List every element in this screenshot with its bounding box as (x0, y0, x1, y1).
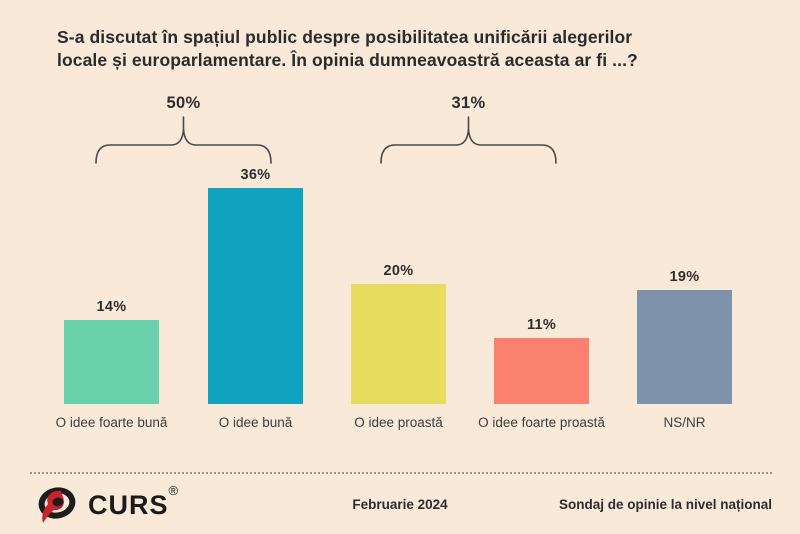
bar-column-idee-foarte-buna: 14% O idee foarte bună (56, 299, 168, 430)
bar-column-idee-foarte-proasta: 11% O idee foarte proastă (478, 317, 605, 430)
bar-value-label: 20% (383, 263, 414, 279)
bar-value-label: 19% (669, 269, 700, 285)
group-total-label: 50% (166, 94, 201, 112)
bar-value-label: 14% (96, 299, 127, 315)
bar-category-label: O idee bună (218, 415, 293, 430)
chart-title-line2: locale și europarlamentare. În opinia du… (57, 50, 638, 71)
bar-category-label: O idee proastă (354, 415, 443, 430)
bar-column-idee-proasta: 20% O idee proastă (351, 263, 446, 430)
footer-divider (30, 472, 772, 474)
footer-note: Sondaj de opinie la nivel național (558, 497, 772, 512)
curs-logo-text: CURS (88, 489, 169, 520)
group-bracket-good: 50% (95, 94, 272, 165)
curly-brace-icon (380, 116, 557, 164)
bar (637, 290, 732, 404)
footer: CURS ® Februarie 2024 Sondaj de opinie l… (0, 472, 800, 534)
curs-logo-icon (38, 487, 76, 523)
curs-logo: CURS ® (36, 483, 179, 526)
bar (208, 188, 303, 404)
footer-date: Februarie 2024 (352, 497, 448, 512)
bar-value-label: 36% (240, 167, 271, 183)
chart-title: S-a discutat în spațiul public despre po… (57, 26, 638, 73)
registered-trademark-icon: ® (168, 483, 179, 498)
bar (494, 338, 589, 404)
group-total-label: 31% (451, 94, 486, 112)
bar-column-ns-nr: 19% NS/NR (637, 269, 732, 430)
bar-value-label: 11% (526, 317, 557, 333)
group-bracket-bad: 31% (380, 94, 557, 165)
bar (351, 284, 446, 404)
bar-category-label: O idee foarte bună (55, 415, 168, 430)
bar (64, 320, 159, 404)
bar-category-label: O idee foarte proastă (478, 415, 605, 430)
bar-column-idee-buna: 36% O idee bună (208, 167, 303, 430)
bar-category-label: NS/NR (663, 415, 706, 430)
curly-brace-icon (95, 116, 272, 164)
chart-title-line1: S-a discutat în spațiul public despre po… (57, 27, 633, 47)
